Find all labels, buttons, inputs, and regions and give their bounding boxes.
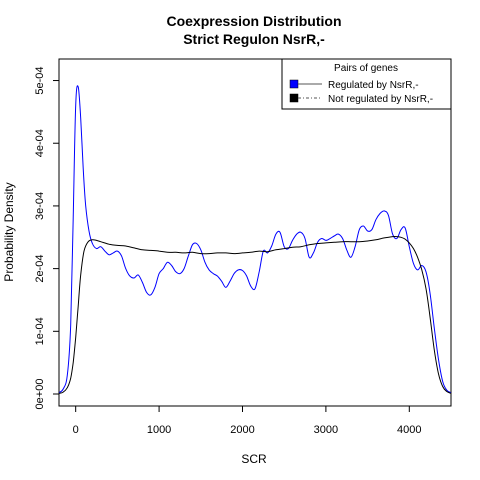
plot-frame xyxy=(58,58,452,407)
series-line-not-regulated xyxy=(59,235,451,394)
x-tick-label: 4000 xyxy=(397,424,421,436)
y-axis: 0e+00 1e-04 2e-04 3e-04 4e-04 5e-04 xyxy=(34,66,59,409)
y-tick-label: 4e-04 xyxy=(34,129,46,157)
x-tick-label: 1000 xyxy=(147,424,171,436)
legend-label-not-regulated: Not regulated by NsrR,- xyxy=(328,94,433,105)
y-tick-label: 3e-04 xyxy=(34,192,46,220)
series-line-regulated xyxy=(59,85,451,394)
y-tick-label: 0e+00 xyxy=(34,379,46,410)
y-tick-label: 5e-04 xyxy=(34,66,46,94)
chart-title: Coexpression Distribution xyxy=(166,13,341,29)
x-tick-label: 3000 xyxy=(314,424,338,436)
series-layer xyxy=(59,85,451,394)
x-axis-label: SCR xyxy=(241,452,267,466)
legend-label-regulated: Regulated by NsrR,- xyxy=(328,80,419,91)
y-tick-label: 2e-04 xyxy=(34,255,46,283)
legend-title: Pairs of genes xyxy=(334,63,398,74)
legend-swatch-regulated xyxy=(289,79,299,89)
y-tick-label: 1e-04 xyxy=(34,317,46,345)
legend-swatch-not-regulated xyxy=(289,93,299,103)
legend: Pairs of genes Regulated by NsrR,- Not r… xyxy=(281,58,452,110)
x-tick-label: 2000 xyxy=(230,424,254,436)
y-axis-label: Probability Density xyxy=(2,182,16,281)
chart-subtitle: Strict Regulon NsrR,- xyxy=(183,31,325,47)
x-tick-label: 0 xyxy=(73,424,79,436)
x-axis: 0 1000 2000 3000 4000 xyxy=(73,406,422,436)
